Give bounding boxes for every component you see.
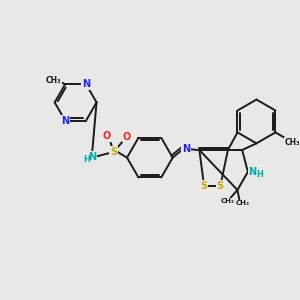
- Text: N: N: [61, 116, 69, 125]
- Text: CH₃: CH₃: [221, 198, 235, 204]
- Text: O: O: [103, 131, 111, 141]
- Text: S: S: [217, 181, 224, 191]
- Text: N: N: [88, 152, 96, 162]
- Text: N: N: [249, 167, 257, 177]
- Text: CH₃: CH₃: [285, 138, 300, 147]
- Text: S: S: [110, 147, 117, 157]
- Text: N: N: [182, 144, 190, 154]
- Text: CH₃: CH₃: [235, 200, 249, 206]
- Text: S: S: [200, 181, 208, 191]
- Text: CH₃: CH₃: [46, 76, 62, 85]
- Text: H: H: [256, 170, 263, 179]
- Text: N: N: [82, 79, 90, 89]
- Text: H: H: [84, 155, 91, 164]
- Text: O: O: [123, 132, 131, 142]
